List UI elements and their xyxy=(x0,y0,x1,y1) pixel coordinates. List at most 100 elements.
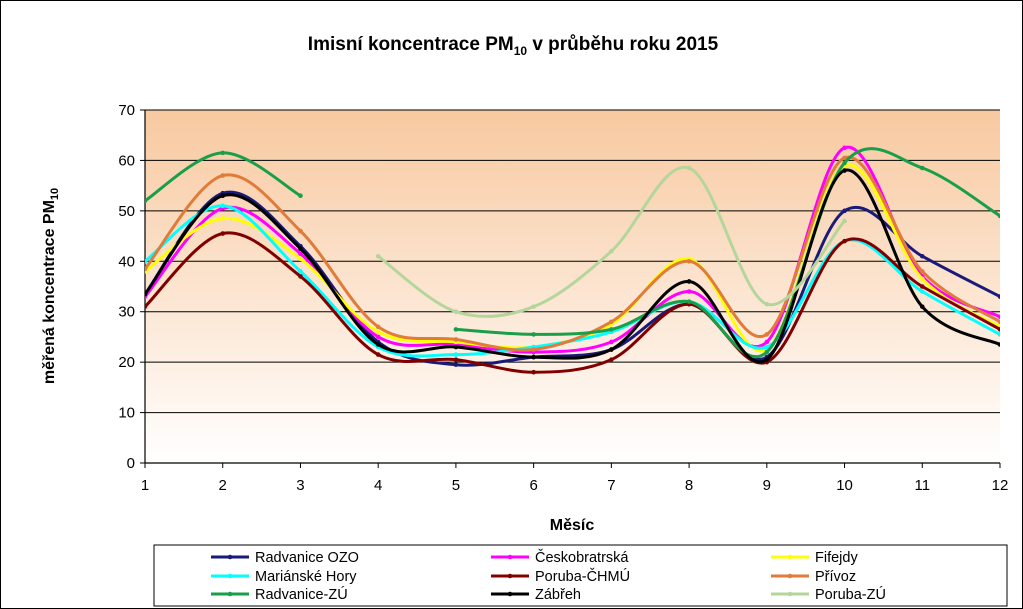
x-tick-label: 11 xyxy=(914,477,930,494)
plot-area xyxy=(145,110,1000,463)
data-point xyxy=(686,165,692,171)
x-tick-label: 4 xyxy=(374,477,382,494)
y-tick-label: 70 xyxy=(118,102,135,119)
data-point xyxy=(298,274,303,279)
data-point xyxy=(375,352,381,357)
data-point xyxy=(686,279,692,284)
legend-marker xyxy=(787,554,793,560)
y-tick-label: 10 xyxy=(118,405,135,422)
legend-label: Fifejdy xyxy=(815,550,858,566)
legend-marker xyxy=(227,554,233,560)
data-point xyxy=(919,269,925,274)
data-point xyxy=(145,266,148,272)
data-point xyxy=(686,289,692,294)
data-point xyxy=(842,168,847,173)
data-point xyxy=(531,304,536,309)
data-point xyxy=(298,246,303,251)
x-tick-label: 2 xyxy=(219,477,227,494)
data-point xyxy=(220,203,226,209)
legend-item: Přívoz xyxy=(771,569,856,585)
x-tick-label: 6 xyxy=(529,477,537,494)
x-tick-label: 12 xyxy=(992,477,1009,494)
legend-label: Mariánské Hory xyxy=(255,569,357,585)
data-point xyxy=(609,339,614,345)
legend-label: Radvanice OZO xyxy=(255,550,359,566)
data-point xyxy=(220,231,226,236)
data-point xyxy=(842,145,847,151)
x-tick-label: 3 xyxy=(296,477,304,494)
series-4 xyxy=(145,231,1000,375)
data-point xyxy=(764,344,770,350)
legend-label: Českobratrská xyxy=(535,549,629,566)
data-point xyxy=(220,173,226,178)
data-point xyxy=(145,258,148,264)
chart-title: Imisní koncentrace PM10 v průběhu roku 2… xyxy=(308,34,719,58)
data-point xyxy=(686,258,692,264)
y-tick-label: 0 xyxy=(127,455,135,472)
y-tick-label: 40 xyxy=(118,253,135,270)
series-8 xyxy=(375,165,847,318)
legend-item: Radvanice OZO xyxy=(211,550,359,566)
data-point xyxy=(609,357,614,362)
data-point xyxy=(609,327,614,332)
data-point xyxy=(919,284,925,289)
legend-label: Zábřeh xyxy=(535,587,581,603)
data-point xyxy=(375,329,381,335)
data-point xyxy=(531,369,536,375)
data-point xyxy=(919,253,925,259)
y-tick-label: 50 xyxy=(118,203,135,220)
data-point xyxy=(609,319,614,325)
data-point xyxy=(686,299,692,304)
legend-marker xyxy=(507,554,513,560)
data-point xyxy=(145,291,148,297)
legend-marker xyxy=(227,591,233,597)
series-5 xyxy=(145,155,1000,352)
series-lines xyxy=(145,145,1000,375)
data-point xyxy=(919,165,925,171)
series-line xyxy=(145,231,1000,374)
series-line xyxy=(145,155,1000,352)
data-point xyxy=(375,342,381,347)
data-point xyxy=(764,332,770,337)
data-point xyxy=(220,216,226,221)
data-point xyxy=(842,218,847,224)
series-line xyxy=(455,147,1000,359)
data-point xyxy=(145,198,148,204)
data-point xyxy=(298,228,303,234)
legend-item: Radvanice-ZÚ xyxy=(211,586,348,603)
data-point xyxy=(453,362,459,367)
data-point xyxy=(842,208,847,214)
data-point xyxy=(298,193,303,199)
legend-item: Fifejdy xyxy=(771,550,858,566)
legend-label: Přívoz xyxy=(815,569,856,585)
data-point xyxy=(919,304,925,309)
legend-item: Českobratrská xyxy=(491,549,629,566)
x-axis-label: Měsíc xyxy=(550,517,595,534)
legend-marker xyxy=(507,591,513,597)
data-point xyxy=(453,352,459,357)
legend-label: Poruba-ČHMÚ xyxy=(535,568,630,585)
x-tick-label: 8 xyxy=(685,477,693,494)
data-point xyxy=(145,304,148,309)
data-point xyxy=(298,256,303,262)
series-6 xyxy=(145,147,1000,359)
data-point xyxy=(764,339,770,345)
legend-item: Poruba-ČHMÚ xyxy=(491,568,630,585)
data-point xyxy=(453,337,459,342)
data-point xyxy=(997,314,1000,320)
data-point xyxy=(842,160,847,166)
x-tick-label: 7 xyxy=(607,477,615,494)
data-point xyxy=(764,301,770,307)
legend-marker xyxy=(787,573,793,579)
data-point xyxy=(919,289,925,294)
x-tick-label: 10 xyxy=(836,477,853,494)
x-tick-label: 9 xyxy=(763,477,771,494)
legend-item: Zábřeh xyxy=(491,587,581,603)
data-point xyxy=(375,253,381,259)
legend-label: Poruba-ZÚ xyxy=(815,586,886,603)
axes xyxy=(144,110,1001,468)
data-point xyxy=(609,347,614,352)
x-tick-labels: 1 2 3 4 5 6 7 8 9 10 11 12 xyxy=(141,477,1009,494)
